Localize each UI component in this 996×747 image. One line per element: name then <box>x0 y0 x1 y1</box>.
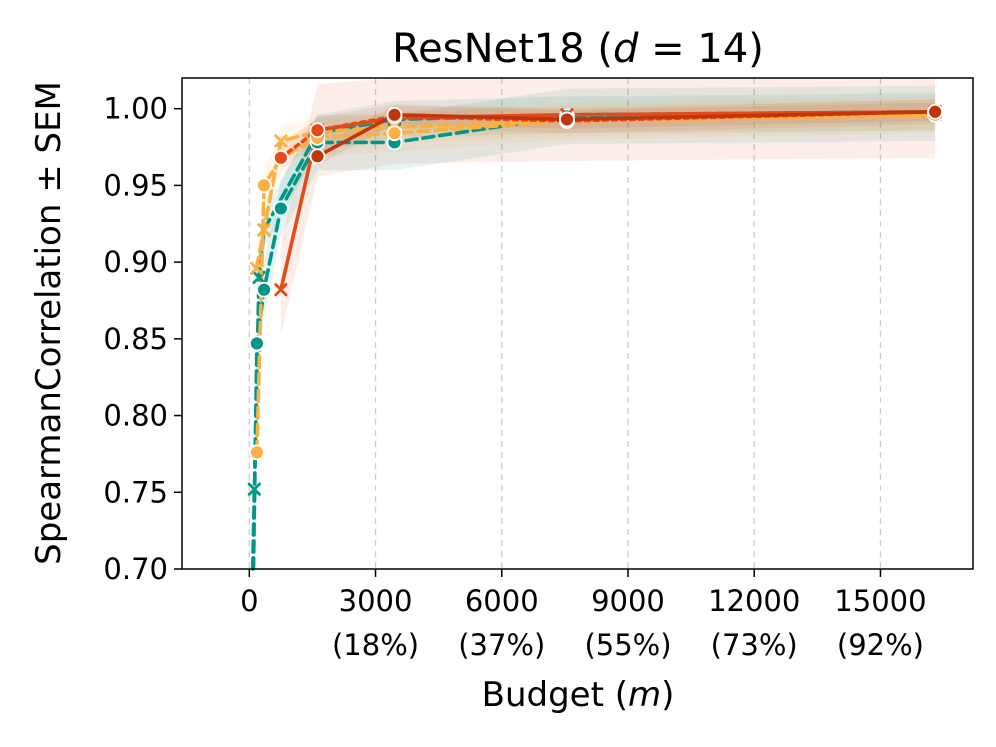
series-lines <box>250 110 937 571</box>
data-point <box>274 283 288 297</box>
x-axis-label: Budget (m) <box>482 675 675 715</box>
data-point <box>559 111 575 128</box>
data-point <box>248 335 265 352</box>
data-point <box>309 122 326 139</box>
x-tick-label: 0 <box>240 584 258 618</box>
x-tick-label: 12000 <box>708 584 800 618</box>
data-point <box>386 125 403 142</box>
data-point <box>249 261 264 275</box>
series-line-1 <box>250 110 937 571</box>
y-tick-label: 0.70 <box>103 552 168 586</box>
grid-lines <box>248 78 882 569</box>
data-point <box>272 200 289 217</box>
y-tick-label: 1.00 <box>103 92 168 126</box>
sem-bands <box>252 78 936 570</box>
plot-frame <box>181 77 974 570</box>
x-tick-sublabel: (73%) <box>711 628 798 662</box>
data-point <box>274 134 288 148</box>
sem-band-4 <box>256 96 936 471</box>
series-line-7 <box>315 110 937 159</box>
y-tick-label: 0.85 <box>103 322 168 356</box>
x-tick-label: 15000 <box>834 584 926 618</box>
data-point <box>248 444 265 461</box>
data-point <box>386 106 403 123</box>
y-tick-label: 0.75 <box>103 475 168 509</box>
x-tick-sublabel: (37%) <box>458 628 545 662</box>
series-markers <box>247 103 944 496</box>
sem-band-3 <box>256 99 936 284</box>
data-point <box>272 149 289 166</box>
data-point <box>927 103 944 120</box>
data-point <box>257 223 271 237</box>
x-tick-sublabel: (92%) <box>837 628 924 662</box>
x-tick-sublabel: (18%) <box>332 628 419 662</box>
y-tick-label: 0.95 <box>103 168 168 202</box>
y-tick-label: 0.90 <box>103 245 168 279</box>
x-tick-label: 9000 <box>591 584 665 618</box>
x-tick-sublabel: (55%) <box>584 628 671 662</box>
x-tick-label: 3000 <box>339 584 413 618</box>
y-axis-ticks: 0.70 0.75 0.80 0.85 0.90 0.95 1.00 <box>103 92 182 586</box>
data-point <box>256 281 272 298</box>
data-point <box>309 148 326 165</box>
x-tick-label: 6000 <box>465 584 539 618</box>
chart-title: ResNet18 (d = 14) <box>392 26 764 72</box>
sem-band-5 <box>280 78 936 336</box>
series-line-2 <box>251 111 937 571</box>
data-point <box>247 482 261 496</box>
y-axis-label: SpearmanCorrelation ± SEM <box>29 81 69 565</box>
y-tick-label: 0.80 <box>103 399 168 433</box>
x-axis-ticks: 0 3000 (18%) 6000 (37%) 9000 (55%) 12000 (73%) 15… <box>240 569 927 662</box>
data-point <box>256 177 272 194</box>
